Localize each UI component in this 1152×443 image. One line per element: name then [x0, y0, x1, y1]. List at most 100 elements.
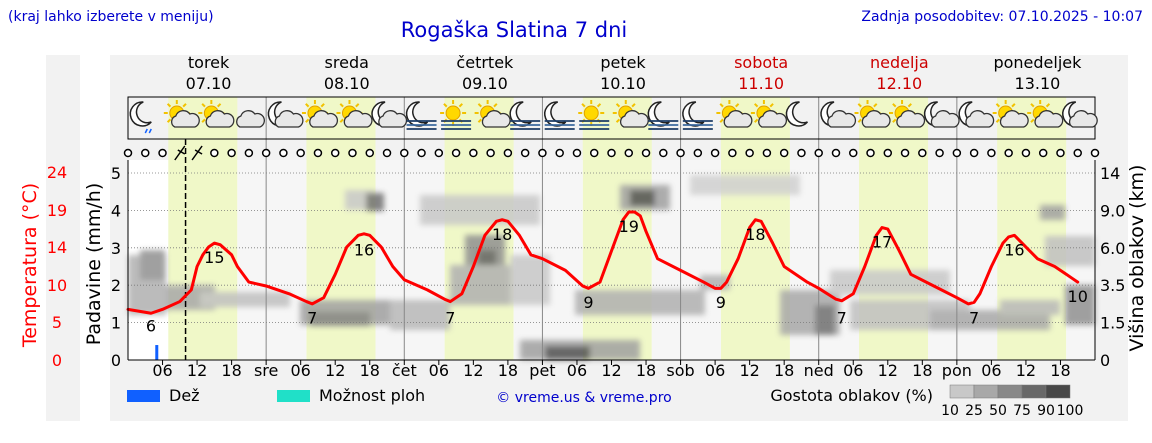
daytime-band [168, 97, 238, 360]
day-date: 13.10 [1015, 74, 1061, 93]
calm-wind-marker [710, 148, 720, 158]
calm-wind-marker [624, 148, 634, 158]
cloud-density-layer [128, 175, 1095, 360]
calm-wind-marker [1090, 148, 1100, 158]
daytime-band [720, 97, 790, 360]
time-tick-label: 12 [325, 361, 345, 380]
temperature-value-label: 16 [354, 240, 374, 259]
calm-wind-marker [486, 148, 495, 158]
temperature-value-label: 7 [969, 308, 979, 327]
day-date: 12.10 [876, 74, 922, 93]
temperature-value-label: 18 [492, 225, 512, 244]
calm-wind-marker [555, 148, 564, 158]
cloud-height-tick-label: 3.5 [1100, 276, 1125, 295]
sun-fog-icon [578, 100, 610, 130]
calm-wind-marker [589, 148, 599, 158]
calm-wind-marker [1073, 148, 1082, 158]
calm-wind-marker [676, 148, 685, 158]
wind-arrow [174, 145, 186, 161]
calm-wind-marker [607, 148, 616, 158]
temperature-value-label: 7 [837, 308, 847, 327]
weather-icons [129, 100, 1098, 134]
daytime-band [444, 97, 514, 360]
sun-cloud-icon [1027, 100, 1064, 128]
calm-wind-marker [400, 148, 409, 158]
time-tick-label: 12 [187, 361, 207, 380]
cloud-density-label: Gostota oblakov (%) [770, 386, 933, 405]
sun-fog-icon [440, 100, 472, 130]
legend-rain-swatch [127, 390, 160, 402]
calm-wind-marker [330, 148, 340, 158]
cloud-height-axis-ticks: 0 1.5 3.5 6.0 9.0 14 [1100, 164, 1125, 370]
time-tick-label: pon [942, 361, 972, 380]
calm-wind-marker [503, 148, 513, 158]
calm-wind-marker [382, 148, 392, 158]
calm-wind-marker [365, 148, 374, 158]
precipitation-tick-label: 2 [111, 276, 121, 295]
calm-wind-marker [693, 148, 703, 158]
calm-wind-marker [469, 148, 478, 158]
day-name: četrtek [456, 53, 514, 72]
temperature-tick-label: 19 [47, 201, 67, 220]
calm-wind-marker [227, 148, 236, 158]
time-tick-label: 06 [290, 361, 310, 380]
day-name: nedelja [870, 53, 929, 72]
moon-fog-icon [405, 101, 437, 130]
time-tick-label: čet [392, 361, 417, 380]
moon-cloud-icon [267, 101, 304, 128]
precipitation-tick-label: 4 [111, 201, 121, 220]
sun-cloud-icon [889, 100, 926, 128]
temperature-value-label: 17 [872, 233, 892, 252]
sun-cloud-icon [716, 100, 753, 128]
day-name: torek [188, 53, 230, 72]
day-date: 11.10 [738, 74, 784, 93]
sun-cloud-icon [163, 100, 200, 128]
temperature-axis-title: Temperatura (°C) [19, 183, 41, 348]
calm-wind-marker [883, 148, 893, 158]
calm-wind-marker [451, 148, 461, 158]
calm-wind-marker [348, 148, 357, 158]
calm-wind-marker [279, 148, 288, 158]
calm-wind-marker [261, 148, 271, 158]
day-date: 09.10 [462, 74, 508, 93]
calm-wind-marker [866, 148, 875, 158]
cloud-density-step-label: 75 [1013, 403, 1031, 419]
temperature-value-label: 6 [146, 316, 156, 335]
calm-wind-marker [918, 148, 927, 158]
moon-cloud-icon [923, 101, 960, 128]
legend-rain-label: Dež [169, 386, 200, 405]
cloud-density-scale: 10 25 50 75 90 100 [941, 384, 1083, 419]
time-tick-label: 18 [912, 361, 932, 380]
precipitation-axis-title: Padavine (mm/h) [83, 183, 105, 346]
cloud-height-tick-label: 9.0 [1100, 201, 1125, 220]
credit-text: © vreme.us & vreme.pro [496, 390, 671, 406]
calm-wind-marker [244, 148, 254, 158]
day-name: sobota [734, 53, 788, 72]
sun-cloud-icon [992, 100, 1029, 128]
last-update: Zadnja posodobitev: 07.10.2025 - 10:07 [861, 9, 1143, 25]
time-tick-label: 06 [981, 361, 1001, 380]
calm-wind-marker [900, 148, 910, 158]
moon-fog-icon [509, 101, 541, 130]
left-frame [46, 55, 80, 421]
wind-markers [123, 145, 1100, 161]
temperature-line [126, 210, 1080, 315]
cloud-height-tick-label: 0 [1100, 351, 1110, 370]
precipitation-tick-label: 3 [111, 239, 121, 258]
precipitation-tick-label: 0 [111, 351, 121, 370]
calm-wind-marker [797, 148, 806, 158]
cloud-icon [236, 110, 265, 128]
calm-wind-marker [1038, 148, 1048, 158]
temperature-labels: 6 15 7 16 7 18 9 19 9 18 7 17 7 16 10 [146, 217, 1088, 335]
day-separators [184, 97, 958, 360]
cloud-density-step-label: 50 [989, 403, 1007, 419]
calm-wind-marker [728, 148, 737, 158]
sun-cloud-icon [301, 100, 339, 128]
day-name: sreda [325, 53, 369, 72]
temperature-value-label: 9 [583, 293, 593, 312]
calm-wind-marker [831, 148, 841, 158]
cloud-density-step-label: 90 [1037, 403, 1055, 419]
calm-wind-marker [572, 148, 582, 158]
temperature-value-label: 15 [204, 248, 224, 267]
